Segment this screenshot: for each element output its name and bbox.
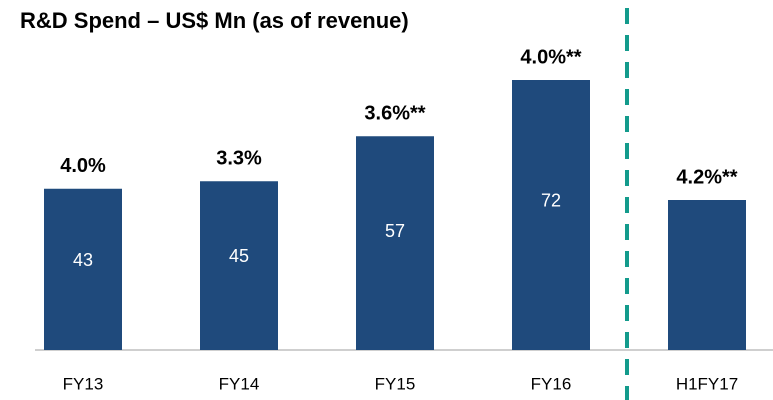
value-label: 43 bbox=[73, 250, 93, 270]
x-tick-label: FY16 bbox=[531, 374, 572, 393]
x-tick-label: FY15 bbox=[375, 374, 416, 393]
value-label: 72 bbox=[541, 190, 561, 210]
bar bbox=[200, 181, 278, 350]
bar bbox=[44, 188, 122, 350]
x-tick-label: FY14 bbox=[219, 374, 260, 393]
x-tick-label: FY13 bbox=[63, 374, 104, 393]
chart-title: R&D Spend – US$ Mn (as of revenue) bbox=[20, 8, 409, 33]
value-label: 45 bbox=[229, 246, 249, 266]
bar bbox=[356, 136, 434, 350]
annotation: 3.3% bbox=[216, 148, 262, 170]
annotation: 3.6%** bbox=[364, 103, 425, 125]
bar bbox=[668, 200, 746, 350]
annotation: 4.2%** bbox=[676, 166, 737, 188]
annotation: 4.0% bbox=[60, 155, 106, 177]
bar bbox=[512, 80, 590, 350]
annotation: 4.0%** bbox=[520, 46, 581, 68]
value-label: 57 bbox=[385, 221, 405, 241]
x-tick-label: H1FY17 bbox=[676, 374, 738, 393]
